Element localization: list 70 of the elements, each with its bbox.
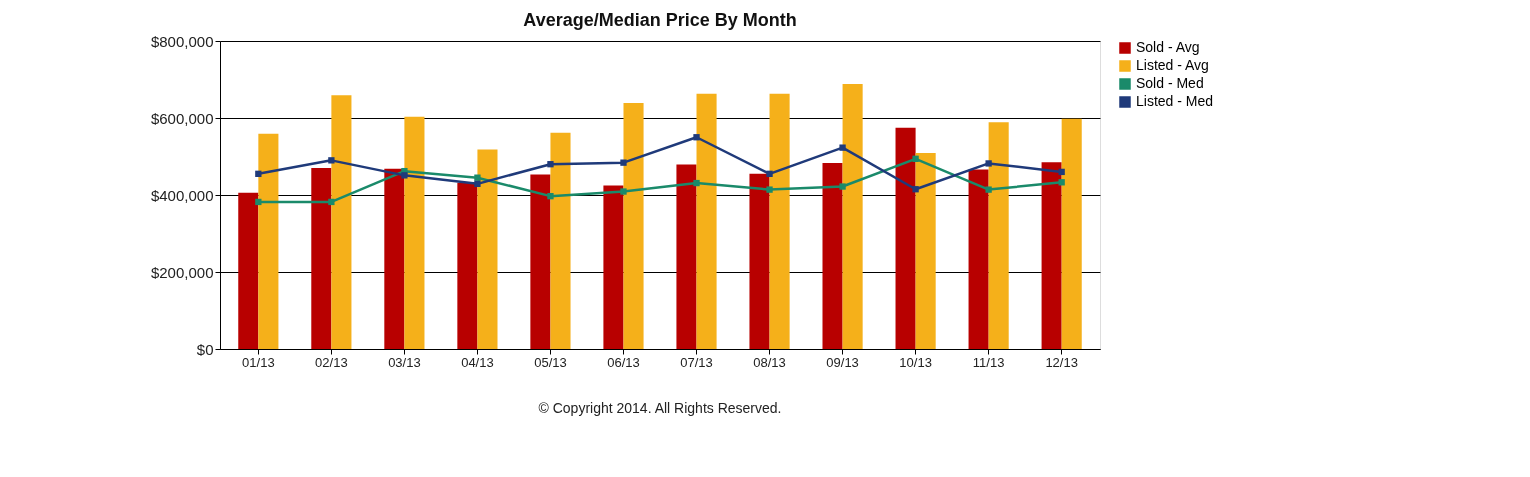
x-tick-label: 08/13 — [753, 354, 786, 370]
x-tick-label: 01/13 — [242, 354, 275, 370]
point — [547, 192, 554, 200]
bar — [477, 149, 498, 349]
bar — [550, 132, 571, 349]
legend-label: Listed - Med — [1136, 93, 1214, 109]
x-tick-label: 05/13 — [534, 354, 567, 370]
point — [1058, 179, 1065, 186]
point — [693, 179, 700, 187]
bar — [457, 182, 478, 349]
bar — [1041, 162, 1062, 349]
bar — [968, 169, 989, 349]
point — [547, 161, 554, 168]
x-tick-label: 11/13 — [972, 354, 1005, 370]
bar — [749, 173, 770, 349]
y-tick-label: $600,000 — [150, 109, 214, 127]
point — [839, 183, 846, 190]
point — [474, 180, 481, 187]
point — [912, 186, 919, 193]
bar — [822, 163, 843, 349]
bar — [311, 168, 332, 349]
y-tick-label: $400,000 — [150, 186, 214, 204]
point — [766, 170, 773, 177]
point — [620, 188, 627, 195]
x-tick-label: 03/13 — [388, 354, 421, 370]
bar — [696, 93, 717, 349]
bar — [1061, 118, 1082, 349]
point — [693, 134, 700, 141]
point — [985, 186, 992, 193]
point — [401, 172, 408, 179]
x-tick-label: 02/13 — [315, 354, 348, 370]
bar — [384, 168, 405, 349]
text: © Copyright 2014. All Rights Reserved. — [538, 400, 782, 416]
point — [255, 198, 262, 206]
bar — [769, 93, 790, 349]
point — [839, 144, 846, 151]
x-tick-label: 09/13 — [826, 354, 859, 370]
point — [912, 155, 919, 162]
legend-label: Sold - Med — [1136, 75, 1204, 91]
bar — [842, 84, 863, 349]
bar — [530, 174, 551, 349]
bar — [404, 116, 425, 349]
legend-label: Listed - Avg — [1136, 57, 1209, 73]
point — [328, 198, 335, 206]
bar — [915, 153, 936, 349]
bar — [258, 133, 279, 349]
bar — [623, 102, 644, 349]
point — [985, 160, 992, 167]
point — [255, 170, 262, 177]
x-tick-label: 10/13 — [899, 354, 932, 370]
x-tick-label: 06/13 — [607, 354, 640, 370]
point — [620, 159, 627, 166]
point — [766, 186, 773, 193]
legend-label: Sold - Avg — [1136, 39, 1200, 55]
bar — [988, 122, 1009, 349]
x-tick-label: 12/13 — [1045, 354, 1078, 370]
point — [1058, 168, 1065, 176]
point — [328, 157, 335, 164]
bar — [238, 192, 259, 349]
bar — [676, 164, 697, 349]
y-tick-label: $800,000 — [150, 32, 214, 50]
bar — [895, 127, 916, 349]
point — [474, 174, 481, 181]
y-tick-label: $200,000 — [150, 263, 214, 281]
bar — [603, 185, 624, 349]
y-tick-label: $0 — [196, 340, 214, 358]
chart-title: Average/Median Price By Month — [523, 10, 797, 30]
x-tick-label: 07/13 — [680, 354, 713, 370]
bar — [331, 95, 352, 349]
x-tick-label: 04/13 — [461, 354, 494, 370]
